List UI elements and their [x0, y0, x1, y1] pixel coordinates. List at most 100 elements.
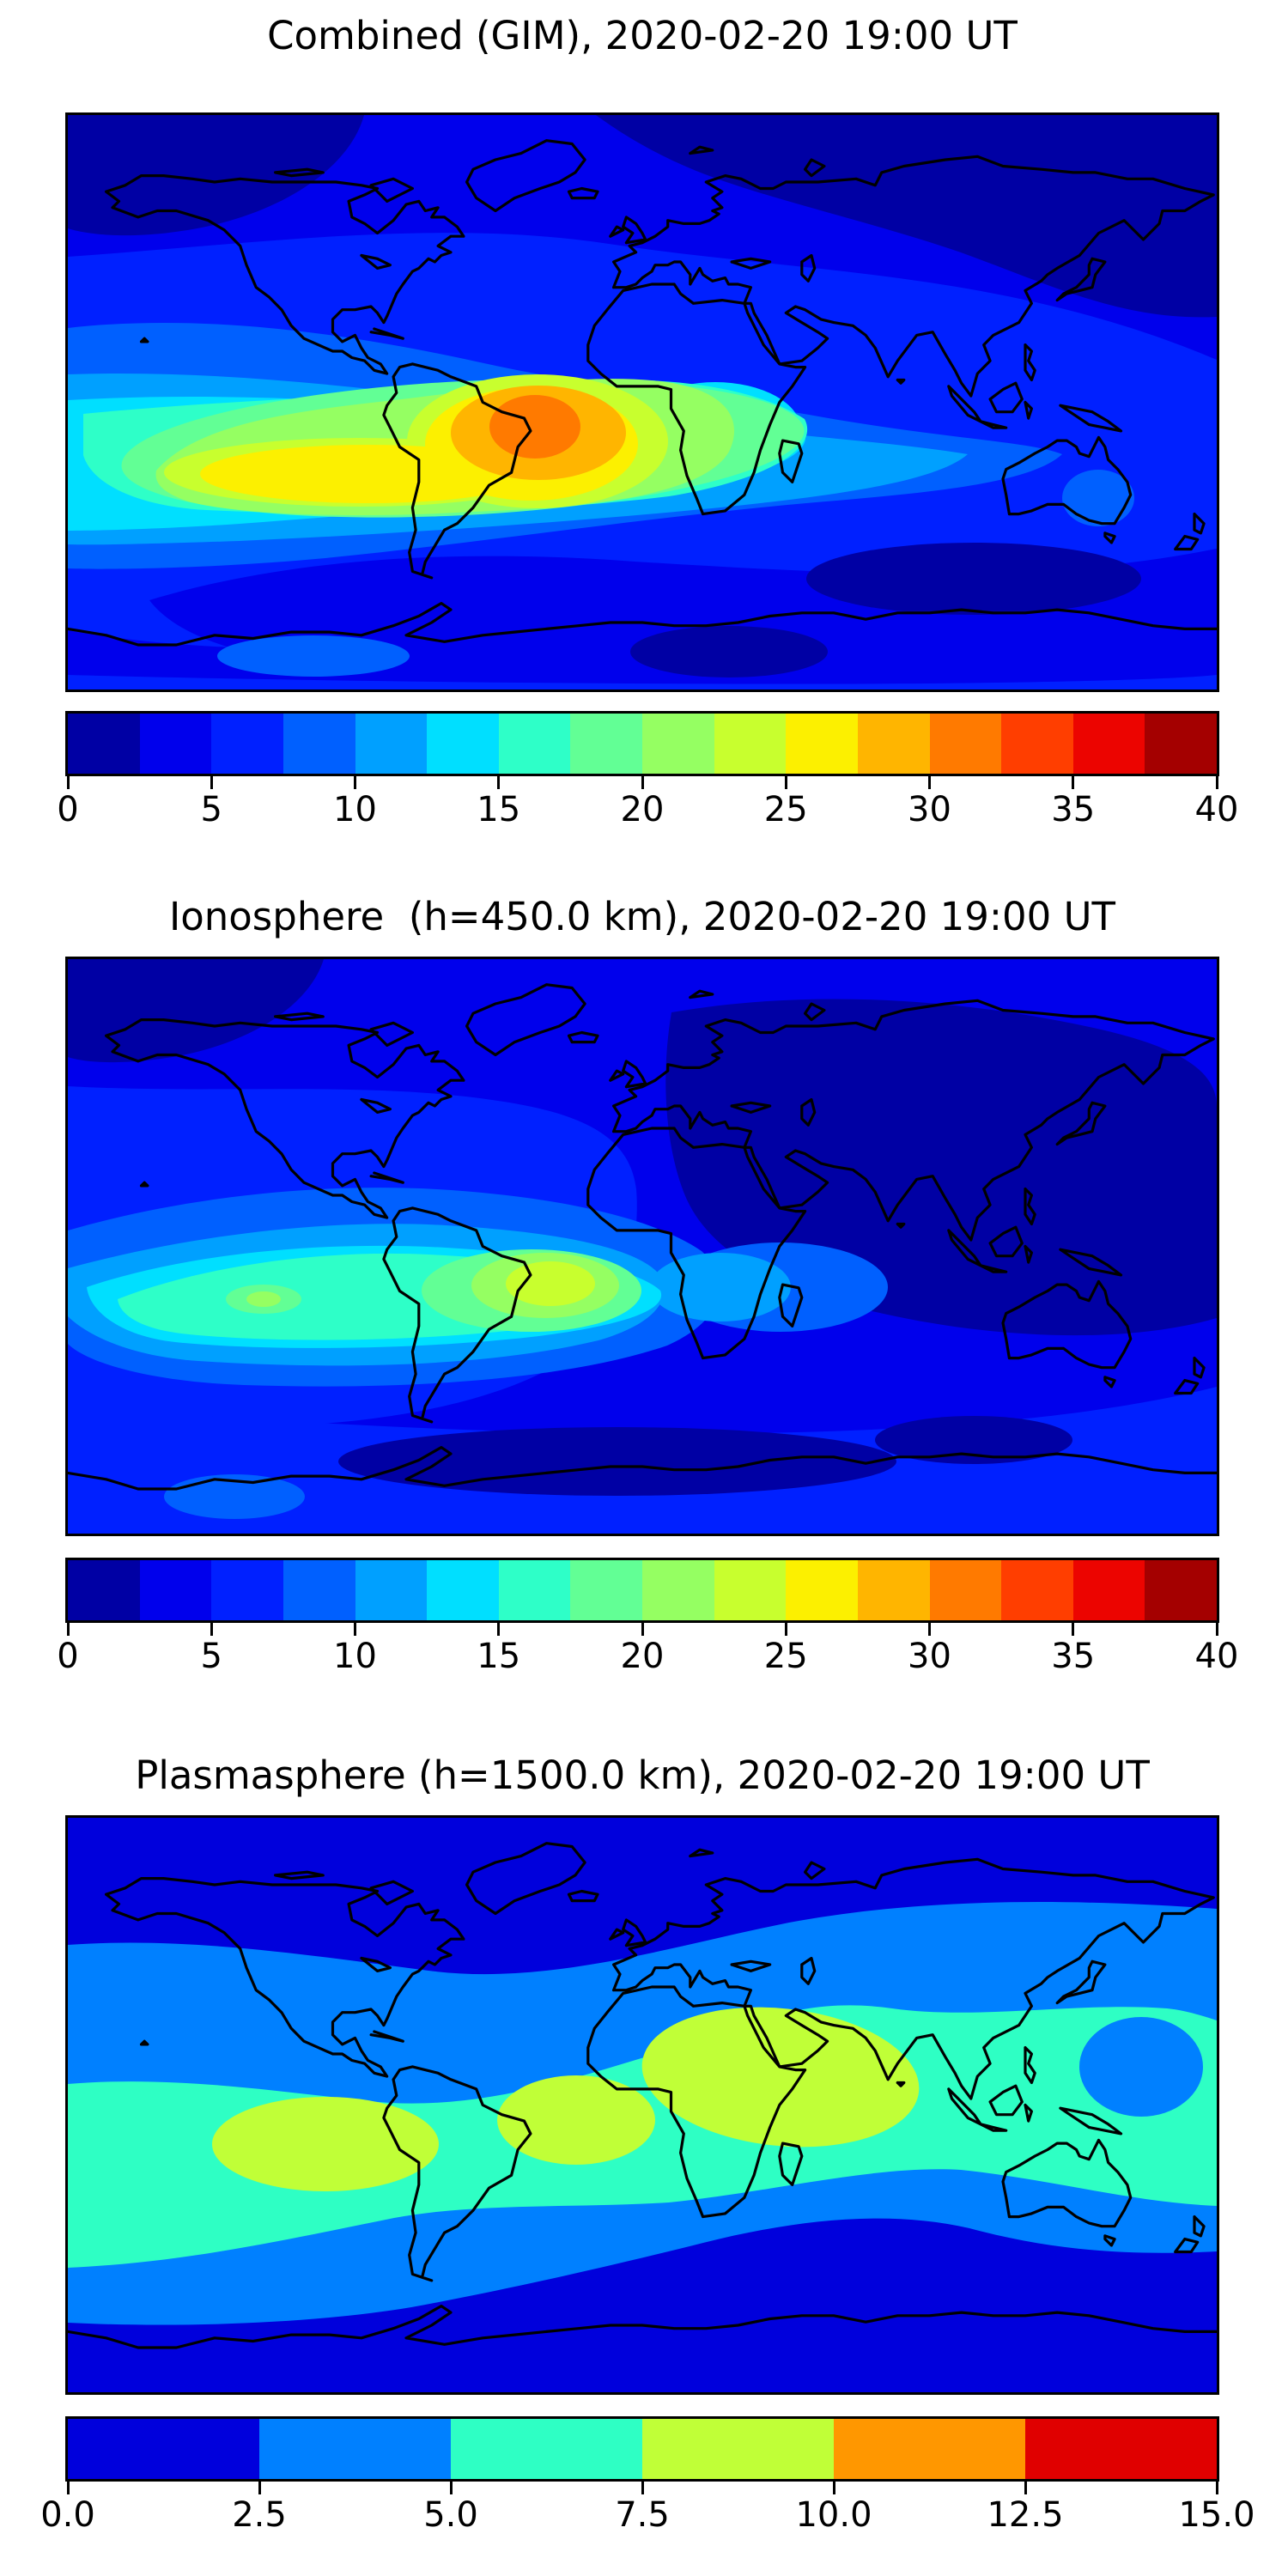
colorbar-tick-mark [354, 776, 356, 789]
colorbar-segment [857, 1560, 930, 1620]
colorbar-segment [1072, 714, 1145, 774]
colorbar-tick-mark [210, 1623, 213, 1636]
colorbar-tick-mark [641, 1623, 644, 1636]
map-ionosphere [65, 957, 1219, 1536]
colorbar-tick-label: 10 [333, 1637, 377, 1676]
contour-band [246, 1291, 281, 1307]
colorbar-plasmasphere [65, 2416, 1219, 2482]
colorbar-segment [714, 1560, 787, 1620]
map-combined-svg [68, 115, 1217, 690]
tec-contours [68, 115, 1217, 690]
contour-band [68, 675, 1217, 690]
colorbar-tick-mark [784, 1623, 787, 1636]
colorbar-segment [68, 2419, 259, 2479]
colorbar-tick-label: 12.5 [987, 2495, 1064, 2535]
colorbar-tick-mark [1215, 2482, 1218, 2494]
colorbar-segment [929, 714, 1002, 774]
contour-band [806, 543, 1141, 615]
colorbar-tick-label: 20 [620, 790, 665, 829]
colorbar-tick-mark [1215, 1623, 1218, 1636]
colorbar-tick-mark [497, 1623, 501, 1636]
contour-band [217, 635, 410, 677]
colorbar-tick-label: 25 [763, 790, 808, 829]
colorbar-tick-mark [449, 2482, 453, 2494]
colorbar-segment [570, 714, 642, 774]
contour-band [68, 115, 364, 236]
colorbar-tick-label: 0 [57, 1637, 79, 1676]
contour-band [497, 2075, 655, 2165]
colorbar-segment [1145, 1560, 1217, 1620]
colorbar-tick-label: 20 [620, 1637, 665, 1676]
colorbar-segment [211, 714, 283, 774]
colorbar-segment [68, 714, 140, 774]
colorbar-segment [498, 714, 571, 774]
map-plasmasphere-svg [68, 1818, 1217, 2392]
colorbar-segment [642, 2419, 834, 2479]
colorbar-segment [1001, 714, 1073, 774]
colorbar-ionosphere [65, 1558, 1219, 1623]
colorbar-segment [427, 1560, 499, 1620]
colorbar-tick-mark [928, 776, 931, 789]
colorbar-segment [355, 714, 428, 774]
coastlines [68, 1842, 1217, 2349]
map-plasmasphere [65, 1815, 1219, 2395]
colorbar-segment [714, 714, 787, 774]
tec-contours [68, 959, 1217, 1534]
contour-band [1079, 2017, 1203, 2117]
colorbar-tick-label: 2.5 [232, 2495, 287, 2535]
map-combined [65, 112, 1219, 692]
colorbar-tick-label: 5 [200, 790, 222, 829]
colorbar-segment [259, 2419, 451, 2479]
colorbar-segment [451, 2419, 642, 2479]
colorbar-tick-mark [641, 2482, 644, 2494]
colorbar-tick-mark [66, 776, 70, 789]
colorbar-segment [1145, 714, 1217, 774]
colorbar-ticks-combined: 0 5 10 15 20 25 30 35 40 [57, 776, 1238, 848]
contour-band [212, 2097, 439, 2191]
colorbar-segment [211, 1560, 283, 1620]
colorbar-tick-mark [1215, 776, 1218, 789]
colorbar-segment [139, 714, 212, 774]
colorbar-segment [1001, 1560, 1073, 1620]
colorbar-tick-label: 25 [763, 1637, 808, 1676]
colorbar-segment [427, 714, 499, 774]
contour-band [489, 395, 580, 459]
panel-title-ionosphere: Ionosphere (h=450.0 km), 2020-02-20 19:0… [168, 894, 1116, 939]
colorbar-tick-label: 15 [477, 790, 521, 829]
colorbar-tick-mark [1072, 776, 1075, 789]
colorbar-tick-mark [66, 2482, 70, 2494]
colorbar-tick-mark [497, 776, 501, 789]
colorbar-segment [570, 1560, 642, 1620]
colorbar-tick-mark [1072, 1623, 1075, 1636]
colorbar-segment [139, 1560, 212, 1620]
map-ionosphere-svg [68, 959, 1217, 1534]
colorbar-tick-label: 40 [1194, 790, 1239, 829]
colorbar-tick-mark [1024, 2482, 1027, 2494]
coastlines [68, 139, 1217, 647]
colorbar-tick-label: 40 [1194, 1637, 1239, 1676]
colorbar-tick-label: 10 [333, 790, 377, 829]
contour-band [68, 959, 324, 1063]
colorbar-tick-label: 5 [200, 1637, 222, 1676]
colorbar-segment [498, 1560, 571, 1620]
colorbar-ticks-ionosphere: 0 5 10 15 20 25 30 35 40 [57, 1623, 1238, 1695]
colorbar-tick-label: 30 [908, 790, 951, 829]
colorbar-tick-label: 10.0 [795, 2495, 872, 2535]
colorbar-segment [283, 1560, 355, 1620]
colorbar-segment [1025, 2419, 1217, 2479]
colorbar-tick-label: 35 [1051, 790, 1096, 829]
colorbar-segment [642, 714, 714, 774]
panel-title-combined: Combined (GIM), 2020-02-20 19:00 UT [267, 13, 1018, 58]
colorbar-combined [65, 711, 1219, 776]
contour-band [506, 1261, 595, 1306]
colorbar-tick-label: 0.0 [40, 2495, 95, 2535]
colorbar-tick-mark [928, 1623, 931, 1636]
contour-band [338, 1427, 896, 1496]
colorbar-segment [1072, 1560, 1145, 1620]
colorbar-tick-label: 35 [1051, 1637, 1096, 1676]
colorbar-tick-mark [354, 1623, 356, 1636]
colorbar-segment [283, 714, 355, 774]
colorbar-tick-mark [784, 776, 787, 789]
colorbar-segment [355, 1560, 428, 1620]
